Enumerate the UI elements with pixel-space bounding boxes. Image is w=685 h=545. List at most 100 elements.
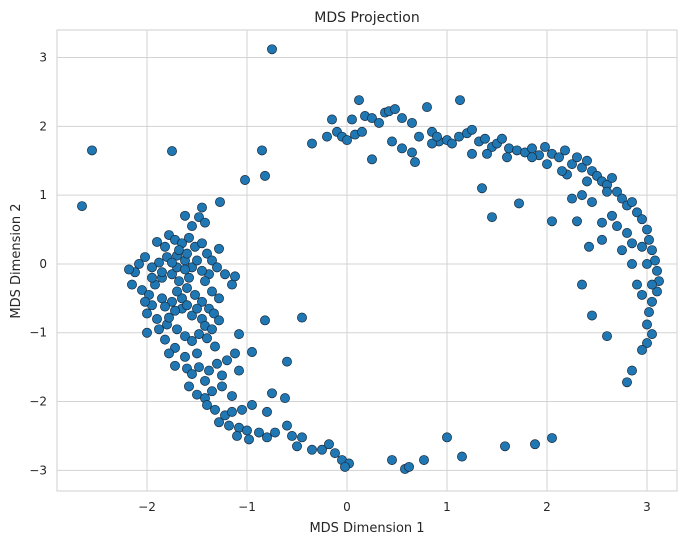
scatter-point: [194, 362, 204, 373]
y-tick-label: −1: [29, 326, 47, 340]
scatter-point: [647, 296, 657, 307]
scatter-point: [637, 214, 647, 225]
y-tick-label: −3: [29, 463, 47, 477]
scatter-point: [172, 286, 182, 297]
scatter-point: [282, 356, 292, 367]
scatter-point: [622, 377, 632, 388]
scatter-point: [217, 370, 227, 381]
scatter-point: [142, 308, 152, 319]
scatter-point: [187, 369, 197, 379]
scatter-point: [200, 217, 210, 228]
y-tick-label: 0: [39, 257, 47, 271]
scatter-point: [247, 347, 257, 357]
scatter-point: [207, 255, 217, 266]
scatter-point: [262, 432, 272, 443]
scatter-point: [514, 198, 524, 209]
y-tick-label: 1: [39, 188, 47, 202]
scatter-point: [180, 351, 190, 362]
scatter-point: [254, 427, 264, 438]
scatter-point: [367, 113, 377, 124]
scatter-point: [160, 334, 170, 345]
scatter-point: [127, 279, 137, 290]
scatter-point: [432, 131, 442, 142]
scatter-point: [227, 279, 237, 290]
scatter-point: [354, 95, 364, 106]
scatter-point: [227, 406, 237, 417]
scatter-point: [407, 117, 417, 128]
scatter-point: [367, 154, 377, 165]
scatter-point: [232, 431, 242, 441]
scatter-point: [214, 315, 224, 326]
scatter-point: [167, 269, 177, 280]
scatter-point: [487, 212, 497, 223]
scatter-point: [282, 420, 292, 431]
scatter-point: [124, 264, 134, 275]
scatter-point: [597, 217, 607, 228]
scatter-point: [209, 308, 219, 319]
y-axis-label: MDS Dimension 2: [9, 203, 24, 318]
scatter-point: [322, 131, 332, 142]
scatter-point: [180, 210, 190, 221]
scatter-point: [612, 221, 622, 232]
scatter-point: [214, 293, 224, 304]
scatter-point: [244, 434, 254, 445]
scatter-point: [170, 305, 180, 316]
scatter-point: [397, 143, 407, 154]
scatter-point: [174, 276, 184, 287]
scatter-point: [627, 197, 637, 207]
scatter-point: [587, 310, 597, 321]
scatter-point: [167, 146, 177, 157]
scatter-point: [554, 152, 564, 163]
scatter-point: [152, 314, 162, 324]
scatter-point: [224, 420, 234, 431]
scatter-point: [154, 324, 164, 335]
scatter-point: [527, 143, 537, 154]
scatter-point: [77, 201, 87, 212]
scatter-point: [187, 221, 197, 232]
x-tick-label: −2: [138, 500, 156, 514]
scatter-point: [147, 262, 157, 273]
scatter-point: [542, 159, 552, 170]
scatter-point: [567, 193, 577, 204]
scatter-point: [182, 283, 192, 293]
scatter-point: [577, 162, 587, 173]
scatter-point: [140, 252, 150, 263]
scatter-point: [204, 365, 214, 376]
scatter-point: [227, 391, 237, 401]
scatter-point: [160, 301, 170, 312]
scatter-point: [297, 432, 307, 443]
x-tick-label: −1: [238, 500, 256, 514]
scatter-point: [202, 248, 212, 259]
scatter-point: [342, 135, 352, 146]
scatter-point: [212, 262, 222, 273]
scatter-point: [644, 307, 654, 318]
scatter-point: [257, 145, 267, 156]
scatter-point: [404, 461, 414, 472]
scatter-point: [157, 293, 167, 304]
scatter-point: [177, 293, 187, 304]
scatter-point: [617, 245, 627, 256]
x-tick-label: 1: [443, 500, 451, 514]
scatter-point: [197, 202, 207, 213]
scatter-point: [164, 348, 174, 359]
scatter-point: [577, 190, 587, 201]
scatter-point: [642, 338, 652, 349]
scatter-point: [267, 388, 277, 399]
scatter-point: [602, 186, 612, 197]
scatter-point: [160, 241, 170, 252]
scatter-point: [214, 417, 224, 428]
scatter-point: [584, 241, 594, 252]
scatter-point: [172, 324, 182, 335]
scatter-point: [347, 114, 357, 125]
scatter-point: [167, 257, 177, 268]
scatter-point: [234, 329, 244, 340]
scatter-points: [77, 44, 664, 474]
scatter-point: [397, 113, 407, 124]
scatter-point: [240, 175, 250, 185]
scatter-point: [652, 286, 662, 297]
scatter-point: [480, 133, 490, 144]
scatter-point: [622, 228, 632, 238]
scatter-point: [190, 289, 200, 300]
scatter-point: [207, 286, 217, 297]
scatter-point: [280, 393, 290, 404]
